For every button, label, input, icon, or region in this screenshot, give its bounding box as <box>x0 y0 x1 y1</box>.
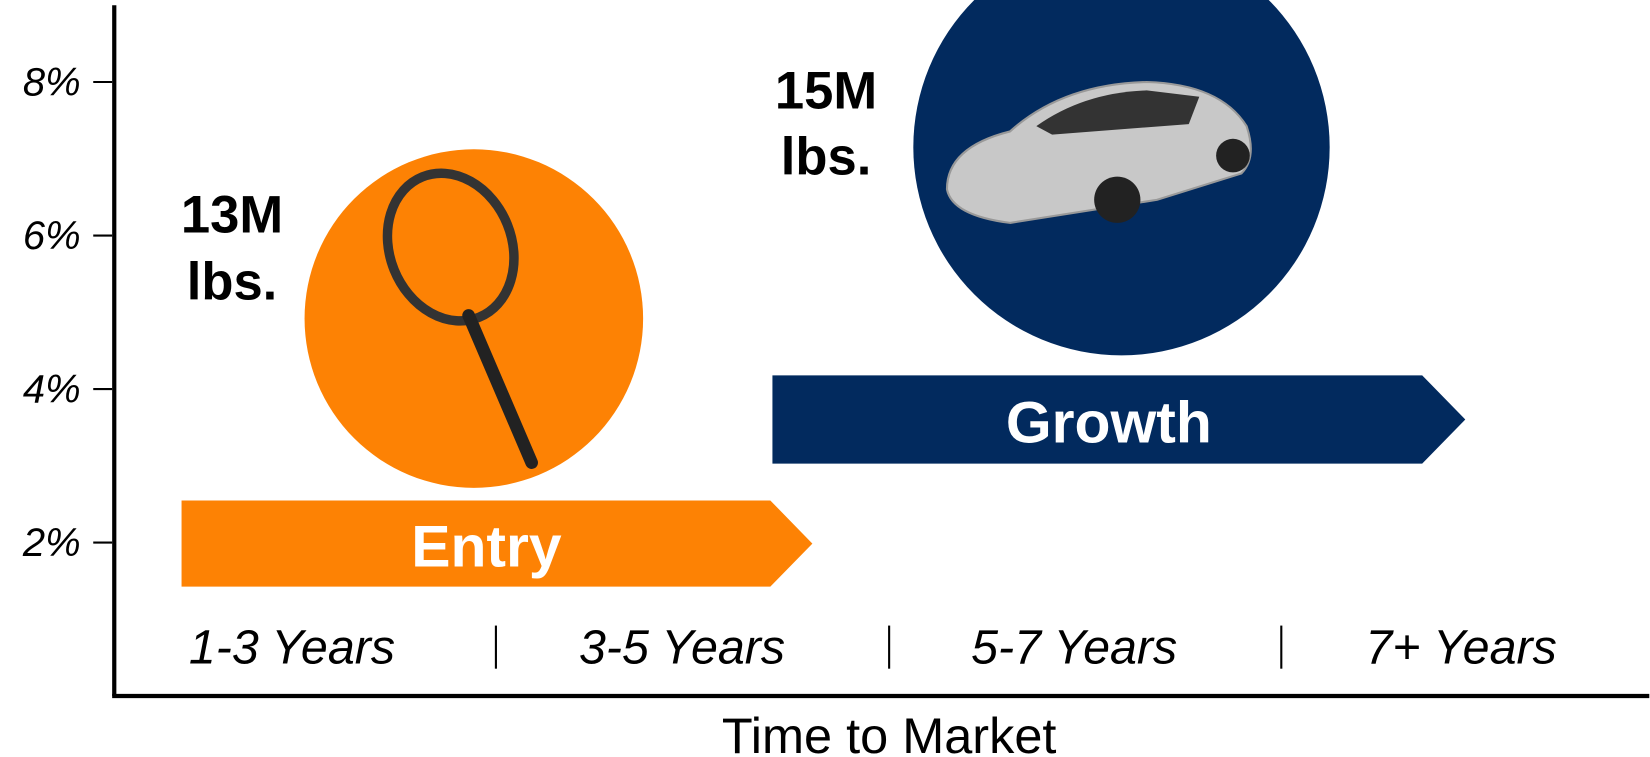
y-tick-label: 2% <box>22 521 81 565</box>
y-tick-label: 4% <box>23 368 81 412</box>
y-tick-label: 6% <box>23 214 81 258</box>
volume-label: 13M <box>181 185 283 244</box>
page: 8% 6% 4% 2% 1-3 Years 3-5 Years 5-7 Year… <box>0 0 1650 757</box>
x-category: 7+ Years <box>1365 620 1556 674</box>
volume-label: 15M <box>775 61 877 120</box>
volume-unit: lbs. <box>781 128 872 187</box>
diagram: 8% 6% 4% 2% 1-3 Years 3-5 Years 5-7 Year… <box>0 0 1650 757</box>
y-tick-label: 8% <box>23 61 81 105</box>
x-category: 1-3 Years <box>189 620 395 674</box>
x-axis-title: Time to Market <box>722 707 1057 757</box>
stage-label: Entry <box>411 515 562 580</box>
x-category: 5-7 Years <box>971 620 1177 674</box>
stage-label: Growth <box>1006 391 1212 456</box>
y-tick-marks <box>93 82 112 543</box>
volume-unit: lbs. <box>187 253 278 312</box>
x-category: 3-5 Years <box>579 620 785 674</box>
